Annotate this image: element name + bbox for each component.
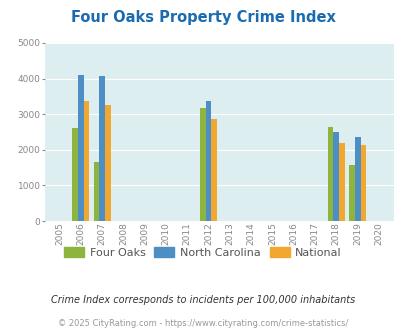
Bar	[333, 132, 338, 221]
Bar	[348, 165, 354, 221]
Bar	[205, 101, 211, 221]
Text: Crime Index corresponds to incidents per 100,000 inhabitants: Crime Index corresponds to incidents per…	[51, 295, 354, 305]
Bar	[93, 162, 99, 221]
Bar	[72, 128, 78, 221]
Text: Four Oaks Property Crime Index: Four Oaks Property Crime Index	[70, 10, 335, 25]
Bar	[200, 108, 205, 221]
Bar	[78, 75, 83, 221]
Bar	[338, 143, 344, 221]
Bar	[360, 145, 365, 221]
Bar	[327, 127, 333, 221]
Bar	[83, 101, 89, 221]
Text: © 2025 CityRating.com - https://www.cityrating.com/crime-statistics/: © 2025 CityRating.com - https://www.city…	[58, 319, 347, 328]
Bar	[105, 105, 111, 221]
Legend: Four Oaks, North Carolina, National: Four Oaks, North Carolina, National	[62, 245, 343, 260]
Bar	[211, 119, 217, 221]
Bar	[354, 137, 360, 221]
Bar	[99, 77, 105, 221]
